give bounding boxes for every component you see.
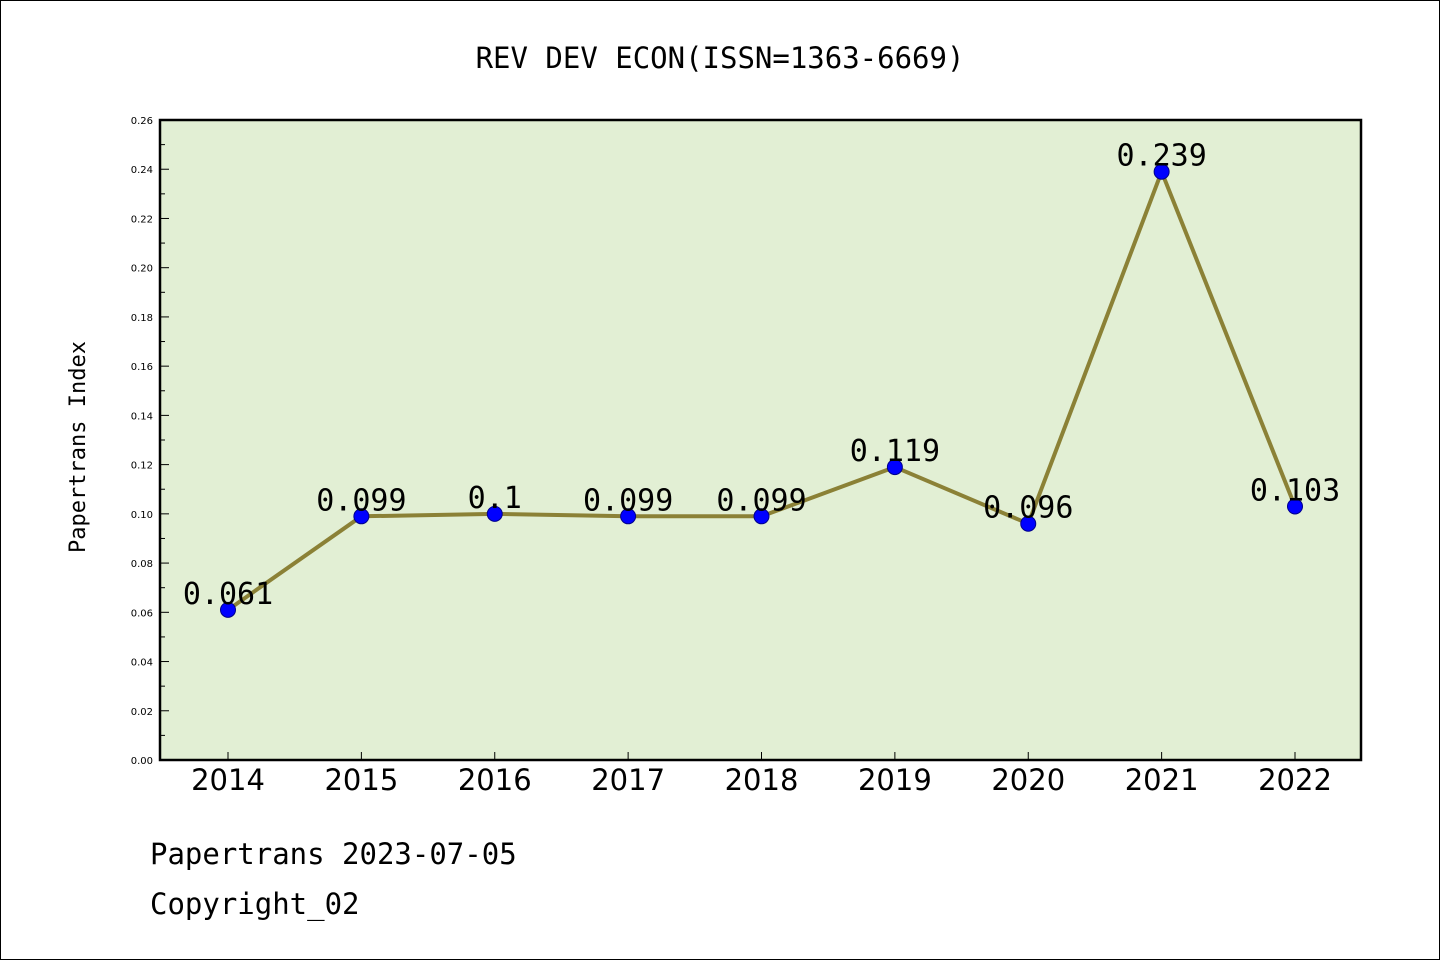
- data-series: [220, 163, 1303, 618]
- x-axis: 2014 2015 2016 2017 2018 2019 2020 2021 2022: [191, 752, 1332, 797]
- y-tick-label: 0.22: [131, 214, 153, 225]
- data-value-label: 0.239: [1116, 139, 1206, 174]
- data-point-marker: [486, 505, 503, 522]
- y-tick-label: 0.16: [131, 362, 153, 373]
- x-tick-label: 2018: [725, 763, 799, 797]
- footer-date-text: Papertrans 2023-07-05: [150, 837, 517, 871]
- y-tick-label: 0.26: [131, 116, 153, 127]
- data-value-label: 0.103: [1250, 473, 1340, 508]
- data-point-marker: [220, 601, 236, 618]
- data-value-label: 0.1: [468, 481, 522, 516]
- x-tick-label: 2019: [858, 763, 932, 797]
- y-tick-label: 0.00: [131, 756, 153, 767]
- data-point-marker: [1287, 498, 1303, 515]
- data-value-label: 0.119: [850, 434, 940, 469]
- y-tick-label: 0.14: [131, 411, 153, 422]
- x-tick-label: 2020: [991, 763, 1065, 797]
- y-axis-label: Papertrans Index: [66, 341, 91, 553]
- data-point-marker: [1020, 515, 1037, 532]
- y-tick-label: 0.10: [131, 510, 153, 521]
- y-axis: 0.00 0.02 0.04 0.06 0.08 0.10 0.12 0.14 0.16 0.18…: [131, 116, 169, 767]
- footer-copyright-text: Copyright_02: [150, 887, 360, 922]
- y-tick-label: 0.12: [131, 461, 153, 472]
- chart-title: REV DEV ECON(ISSN=1363-6669): [476, 41, 965, 75]
- y-tick-label: 0.18: [131, 313, 153, 324]
- x-tick-label: 2015: [324, 763, 398, 797]
- y-tick-label: 0.08: [131, 559, 153, 570]
- data-value-label: 0.061: [183, 577, 273, 612]
- x-tick-label: 2017: [591, 763, 665, 797]
- data-point-marker: [353, 508, 370, 525]
- data-point-marker: [753, 508, 770, 525]
- data-value-label: 0.099: [316, 483, 406, 518]
- data-labels: 0.061 0.099 0.1 0.099 0.099 0.119 0.096 0.239 0.…: [183, 139, 1340, 612]
- data-value-label: 0.099: [583, 483, 673, 518]
- y-tick-label: 0.20: [131, 264, 153, 275]
- x-tick-label: 2021: [1125, 763, 1199, 797]
- data-point-marker: [620, 508, 637, 525]
- x-tick-label: 2016: [458, 763, 532, 797]
- plot-border: [158, 118, 1363, 762]
- y-tick-label: 0.06: [131, 608, 153, 619]
- y-tick-label: 0.24: [131, 165, 153, 176]
- data-point-marker: [1153, 163, 1170, 180]
- x-tick-label: 2014: [191, 763, 265, 797]
- x-tick-label: 2022: [1258, 763, 1332, 797]
- y-tick-label: 0.04: [131, 658, 153, 669]
- data-value-label: 0.099: [716, 483, 806, 518]
- data-value-label: 0.096: [983, 491, 1073, 526]
- data-point-marker: [886, 459, 903, 476]
- y-tick-label: 0.02: [131, 707, 153, 718]
- plot-area: [160, 120, 1361, 760]
